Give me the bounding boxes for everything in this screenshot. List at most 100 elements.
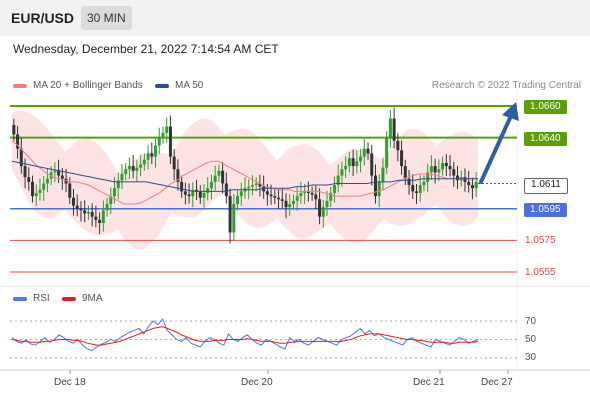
candle-body — [206, 188, 210, 193]
candle-body — [72, 197, 76, 206]
candle-body — [321, 207, 325, 217]
candle-body — [407, 178, 411, 186]
candle-body — [291, 200, 295, 205]
candle-body — [60, 175, 64, 179]
candle-body — [217, 170, 221, 176]
candle-body — [288, 204, 292, 208]
candle-body — [86, 211, 90, 214]
legend-ma50: MA 50 — [155, 80, 203, 91]
candle-body — [228, 196, 232, 233]
candle-body — [12, 124, 16, 135]
candle-body — [310, 192, 314, 195]
candle-body — [31, 181, 35, 197]
candle-body — [392, 118, 396, 141]
price-label-1.0555: 1.0555 — [525, 267, 556, 278]
candle-body — [355, 161, 359, 167]
rsi-ma-swatch — [62, 296, 76, 301]
candle-body — [344, 166, 348, 170]
candle-body — [295, 196, 299, 201]
candle-body — [75, 205, 79, 209]
candle-body — [183, 191, 187, 195]
candle-body — [202, 192, 206, 198]
legend-ma20: MA 20 + Bollinger Bands — [13, 80, 143, 91]
projection-arrow-head — [502, 102, 519, 121]
candle-body — [303, 191, 307, 193]
legend-rsi: RSI — [13, 293, 50, 304]
candle-body — [396, 140, 400, 151]
candle-body — [16, 134, 20, 149]
candle-body — [247, 186, 251, 189]
candle-body — [429, 166, 433, 173]
candle-body — [94, 216, 98, 220]
candle-body — [79, 208, 83, 211]
ma50-legend-label: MA 50 — [175, 80, 204, 91]
candle-body — [209, 181, 213, 189]
candle-body — [127, 166, 131, 170]
candle-body — [38, 189, 42, 193]
candle-body — [385, 137, 389, 168]
rsi-tick-70: 70 — [525, 316, 537, 327]
candle-body — [474, 181, 478, 189]
candle-body — [258, 183, 262, 187]
candle-body — [403, 166, 407, 179]
candle-body — [135, 167, 139, 171]
candle-body — [34, 192, 38, 197]
candle-body — [362, 148, 366, 157]
rsi-tick-30: 30 — [525, 352, 537, 363]
candle-body — [195, 189, 199, 192]
candle-body — [187, 194, 191, 197]
candle-body — [139, 164, 143, 168]
candle-body — [273, 196, 277, 198]
candle-body — [64, 178, 68, 184]
candle-body — [370, 153, 374, 176]
candle-body — [470, 185, 474, 189]
current-price-label: 1.0611 — [524, 178, 568, 194]
candle-body — [280, 199, 284, 201]
candle-body — [254, 183, 258, 186]
rsi-swatch — [13, 296, 27, 301]
candle-body — [269, 194, 273, 197]
candle-body — [325, 200, 329, 208]
candle-body — [318, 199, 322, 217]
candle-body — [277, 197, 281, 200]
candle-body — [180, 181, 184, 192]
currency-pair: EUR/USD — [11, 10, 75, 26]
timeframe-button[interactable]: 30 MIN — [81, 6, 132, 30]
projection-arrow-shaft — [479, 116, 512, 184]
candle-body — [377, 181, 381, 197]
candle-body — [299, 192, 303, 197]
rsi-tick-50: 50 — [525, 334, 537, 345]
candle-body — [105, 204, 109, 211]
candle-body — [176, 169, 180, 182]
candle-body — [250, 185, 254, 187]
candle-body — [437, 169, 441, 173]
candle-body — [329, 192, 333, 201]
candle-body — [198, 191, 202, 198]
candle-body — [452, 169, 456, 176]
candle-body — [42, 183, 46, 190]
candle-body — [172, 156, 176, 170]
candle-body — [314, 194, 318, 200]
rsi-line — [11, 318, 479, 352]
candle-body — [165, 126, 169, 133]
x-tick-dec-18: Dec 18 — [54, 377, 86, 388]
candle-body — [120, 173, 124, 181]
candle-body — [265, 191, 269, 195]
candle-body — [146, 153, 150, 160]
candle-body — [142, 159, 146, 165]
candle-body — [116, 180, 120, 189]
candle-body — [336, 175, 340, 186]
price-label-1.0660: 1.0660 — [524, 100, 567, 114]
candle-body — [381, 167, 385, 182]
ma50-line — [11, 160, 478, 192]
candle-body — [306, 191, 310, 193]
rsi-legend-label: RSI — [33, 293, 50, 304]
candle-body — [418, 185, 422, 193]
candle-body — [109, 196, 113, 205]
candle-body — [236, 196, 240, 205]
candle-body — [68, 183, 72, 198]
candle-body — [57, 170, 61, 176]
candle-body — [414, 191, 418, 193]
candle-body — [426, 172, 430, 182]
